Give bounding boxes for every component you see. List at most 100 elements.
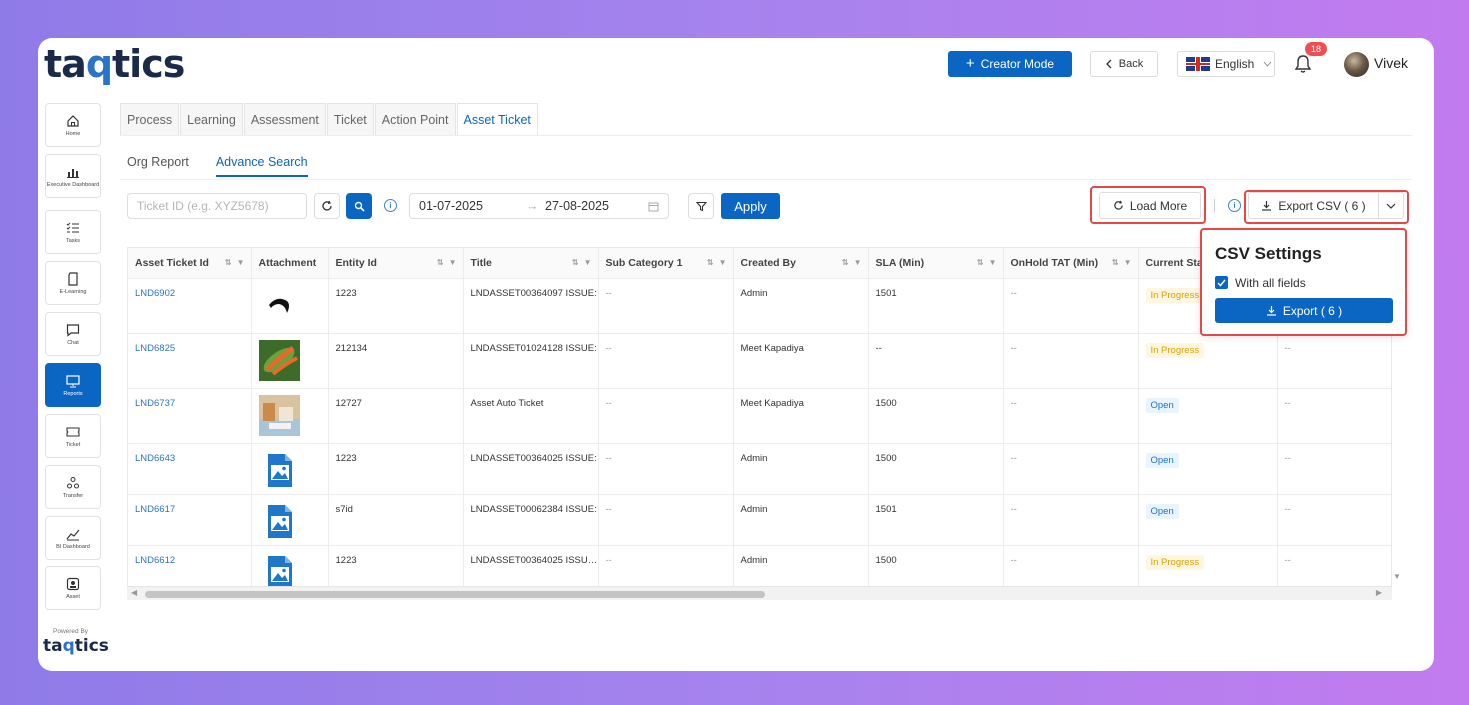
scrollbar-thumb[interactable] (145, 591, 765, 598)
attachment-file-icon[interactable] (258, 551, 300, 593)
attachment-bird-image[interactable] (258, 284, 300, 326)
tab-process[interactable]: Process (120, 103, 180, 135)
info-icon[interactable]: i (384, 199, 397, 212)
filter-icon[interactable]: ▼ (853, 258, 862, 267)
sidebar-item-chat[interactable]: Chat (45, 312, 101, 356)
creator-mode-button[interactable]: + Creator Mode (948, 51, 1072, 77)
cell-attachment[interactable] (251, 333, 329, 389)
column-header[interactable]: Attachment (251, 248, 329, 279)
attachment-file-icon[interactable] (258, 449, 300, 491)
monitor-icon (66, 374, 80, 387)
book-icon (68, 271, 78, 286)
sidebar-item-bi-dashboard[interactable]: BI Dashboard (45, 516, 101, 560)
scroll-down-icon[interactable]: ▼ (1393, 572, 1401, 581)
attachment-desk-image[interactable] (258, 394, 300, 436)
tab-learning[interactable]: Learning (180, 103, 243, 135)
column-header[interactable]: SLA (Min) ⇅ ▼ (868, 248, 1004, 279)
tab-assessment[interactable]: Assessment (243, 103, 326, 135)
cell-entity-id: s7id (328, 494, 464, 546)
sort-icon[interactable]: ⇅ (224, 258, 232, 267)
sidebar-item-elearning[interactable]: E-Learning (45, 261, 101, 305)
column-header[interactable]: Title ⇅ ▼ (463, 248, 599, 279)
column-header[interactable]: Created By ⇅ ▼ (733, 248, 869, 279)
refresh-button[interactable] (314, 193, 340, 219)
filter-icon[interactable]: ▼ (583, 258, 592, 267)
cell-onhold-tat: -- (1003, 443, 1139, 495)
cell-attachment[interactable] (251, 494, 329, 546)
filter-button[interactable] (688, 193, 714, 219)
bell-icon[interactable] (1294, 54, 1312, 74)
language-select[interactable]: English (1177, 51, 1275, 77)
export-csv-button[interactable]: Export CSV ( 6 ) (1248, 192, 1378, 219)
cell-attachment[interactable] (251, 388, 329, 444)
avatar[interactable] (1344, 52, 1369, 77)
tab-asset-ticket[interactable]: Asset Ticket (456, 103, 538, 135)
sidebar-item-asset[interactable]: Asset (45, 566, 101, 610)
cell-status: Open (1138, 443, 1278, 495)
filter-icon[interactable]: ▼ (236, 258, 245, 267)
load-more-button[interactable]: Load More (1099, 192, 1201, 219)
cell-asset-ticket-id[interactable]: LND6825 (128, 333, 252, 389)
cell-attachment[interactable] (251, 443, 329, 495)
sidebar-item-ticket[interactable]: Ticket (45, 414, 101, 458)
sidebar-item-executive-dashboard[interactable]: Executive Dashboard (45, 154, 101, 198)
cell-onhold-tat: -- (1003, 278, 1139, 334)
cell-status: Open (1138, 388, 1278, 444)
subtab-org-report[interactable]: Org Report (127, 155, 189, 169)
csv-export-button[interactable]: Export ( 6 ) (1215, 298, 1393, 323)
back-button[interactable]: Back (1090, 51, 1158, 77)
filter-icon[interactable]: ▼ (718, 258, 727, 267)
attachment-file-icon[interactable] (258, 500, 300, 542)
column-header[interactable]: Entity Id ⇅ ▼ (328, 248, 464, 279)
sidebar-item-label: E-Learning (59, 288, 87, 295)
cell-asset-ticket-id[interactable]: LND6643 (128, 443, 252, 495)
cell-asset-ticket-id[interactable]: LND6737 (128, 388, 252, 444)
column-header[interactable]: Sub Category 1 ⇅ ▼ (598, 248, 734, 279)
tab-ticket[interactable]: Ticket (326, 103, 374, 135)
export-options-toggle[interactable] (1378, 192, 1404, 219)
search-button[interactable] (346, 193, 372, 219)
user-name[interactable]: Vivek (1374, 55, 1408, 71)
date-range-picker[interactable]: 01-07-2025 → 27-08-2025 (409, 193, 669, 219)
highlight-export-csv (1244, 190, 1409, 224)
apply-button[interactable]: Apply (721, 193, 780, 219)
horizontal-scrollbar[interactable]: ◀ ▶ (127, 586, 1392, 600)
sort-icon[interactable]: ⇅ (706, 258, 714, 267)
sidebar-item-transfer[interactable]: Transfer (45, 465, 101, 509)
attachment-leaf-image[interactable] (258, 339, 300, 381)
filter-icon[interactable]: ▼ (448, 258, 457, 267)
cell-attachment[interactable] (251, 278, 329, 334)
sort-icon[interactable]: ⇅ (976, 258, 984, 267)
table-row[interactable]: LND6737 12727 Asset Auto Ticket -- Meet Kapa… (128, 388, 1391, 444)
cell-asset-ticket-id[interactable]: LND6902 (128, 278, 252, 334)
export-info-icon[interactable]: i (1228, 199, 1241, 212)
taqtics-logo[interactable]: taqtics (44, 42, 185, 86)
cell-sla: 1500 (868, 388, 1004, 444)
subtab-advance-search[interactable]: Advance Search (215, 155, 308, 177)
sidebar-item-home[interactable]: Home (45, 103, 101, 147)
column-header[interactable]: Asset Ticket Id ⇅ ▼ (128, 248, 252, 279)
sidebar-item-tasks[interactable]: Tasks (45, 210, 101, 254)
cell-sla: -- (868, 333, 1004, 389)
column-header[interactable]: OnHold TAT (Min) ⇅ ▼ (1003, 248, 1139, 279)
scroll-right-icon[interactable]: ▶ (1375, 588, 1382, 597)
with-all-fields-checkbox[interactable] (1215, 276, 1228, 289)
filter-icon[interactable]: ▼ (988, 258, 997, 267)
cell-sub-category: -- (598, 333, 734, 389)
ticket-id-input[interactable] (127, 193, 307, 219)
table-row[interactable]: LND6643 1223 LNDASSET00364025 ISSUE: -- Admi… (128, 443, 1391, 495)
cell-asset-ticket-id[interactable]: LND6617 (128, 494, 252, 546)
with-all-fields-label[interactable]: With all fields (1235, 276, 1306, 290)
sort-icon[interactable]: ⇅ (1111, 258, 1119, 267)
cell-extra: -- (1277, 333, 1391, 389)
filter-icon[interactable]: ▼ (1123, 258, 1132, 267)
tab-action-point[interactable]: Action Point (374, 103, 456, 135)
sort-icon[interactable]: ⇅ (436, 258, 444, 267)
table-row[interactable]: LND6617 s7id LNDASSET00062384 ISSUE: -- Admi… (128, 494, 1391, 546)
sidebar-item-reports[interactable]: Reports (45, 363, 101, 407)
sidebar-item-label: Executive Dashboard (46, 181, 100, 188)
sort-icon[interactable]: ⇅ (841, 258, 849, 267)
sort-icon[interactable]: ⇅ (571, 258, 579, 267)
scroll-left-icon[interactable]: ◀ (131, 588, 138, 597)
table-row[interactable]: LND6825 212134 LNDASSET01024128 ISSUE: -- Me… (128, 333, 1391, 389)
